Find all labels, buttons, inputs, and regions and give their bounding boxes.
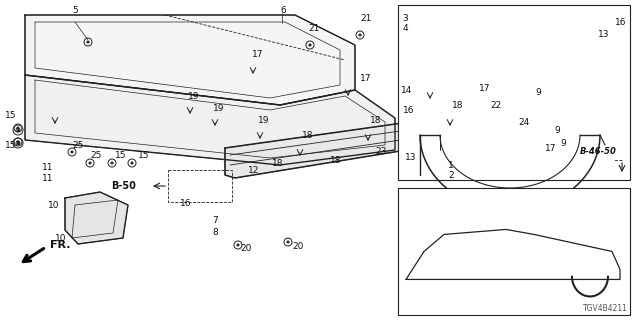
Text: 17: 17 <box>479 84 490 92</box>
Polygon shape <box>225 98 590 178</box>
Text: 3: 3 <box>403 13 408 22</box>
Text: 7: 7 <box>212 215 218 225</box>
Text: 21: 21 <box>360 13 371 22</box>
Text: 8: 8 <box>212 228 218 236</box>
Text: 18: 18 <box>452 100 463 109</box>
Circle shape <box>86 41 90 44</box>
Polygon shape <box>25 75 395 165</box>
Text: 9: 9 <box>554 125 560 134</box>
Circle shape <box>88 162 92 164</box>
Text: 25: 25 <box>72 140 83 149</box>
Text: 9: 9 <box>535 87 541 97</box>
Text: 16: 16 <box>180 198 191 207</box>
Text: FR.: FR. <box>50 240 70 250</box>
Text: 13: 13 <box>598 29 609 38</box>
Circle shape <box>17 126 19 130</box>
Polygon shape <box>572 276 608 296</box>
Text: 2: 2 <box>448 171 454 180</box>
Text: 25: 25 <box>90 150 101 159</box>
Bar <box>398 5 630 180</box>
Circle shape <box>358 34 362 36</box>
Circle shape <box>308 44 312 46</box>
Text: 18: 18 <box>370 116 381 124</box>
Text: B-50: B-50 <box>111 181 136 191</box>
Text: 5: 5 <box>72 5 77 14</box>
Text: 18: 18 <box>330 156 342 164</box>
Circle shape <box>237 244 239 246</box>
Text: B-46-50: B-46-50 <box>580 147 617 156</box>
Text: 15: 15 <box>115 150 127 159</box>
Text: 12: 12 <box>248 165 259 174</box>
Text: 20: 20 <box>240 244 252 252</box>
Text: 20: 20 <box>292 242 303 251</box>
Circle shape <box>131 162 134 164</box>
Text: 21: 21 <box>308 23 319 33</box>
Text: 19: 19 <box>188 92 200 100</box>
Text: 17: 17 <box>252 50 264 59</box>
Text: 16: 16 <box>403 106 414 115</box>
Text: 22: 22 <box>490 100 501 109</box>
Text: 19: 19 <box>213 103 225 113</box>
Text: TGV4B4211: TGV4B4211 <box>583 304 628 313</box>
Polygon shape <box>65 192 128 244</box>
Polygon shape <box>518 266 575 279</box>
Text: 15: 15 <box>5 140 17 149</box>
Text: 16: 16 <box>615 18 627 27</box>
Text: 11: 11 <box>42 173 54 182</box>
Text: 4: 4 <box>403 23 408 33</box>
Circle shape <box>70 150 74 154</box>
Circle shape <box>287 241 289 244</box>
Text: 13: 13 <box>404 153 416 162</box>
Text: 11: 11 <box>42 163 54 172</box>
Text: 15: 15 <box>138 150 150 159</box>
Circle shape <box>111 162 113 164</box>
Text: 9: 9 <box>560 139 566 148</box>
Polygon shape <box>461 261 514 279</box>
Text: 17: 17 <box>360 74 371 83</box>
Circle shape <box>17 140 19 143</box>
Text: 18: 18 <box>302 131 314 140</box>
Text: 6: 6 <box>280 5 285 14</box>
Text: 15: 15 <box>5 110 17 119</box>
Text: 14: 14 <box>401 85 412 94</box>
Text: 1: 1 <box>448 161 454 170</box>
Bar <box>398 188 630 315</box>
Text: 23: 23 <box>375 147 387 156</box>
Text: 10: 10 <box>48 201 60 210</box>
Text: 19: 19 <box>258 116 269 124</box>
Text: 17: 17 <box>545 143 556 153</box>
Polygon shape <box>25 15 355 105</box>
Text: 24: 24 <box>519 117 530 126</box>
Text: 10: 10 <box>55 234 67 243</box>
Text: 18: 18 <box>272 158 284 167</box>
